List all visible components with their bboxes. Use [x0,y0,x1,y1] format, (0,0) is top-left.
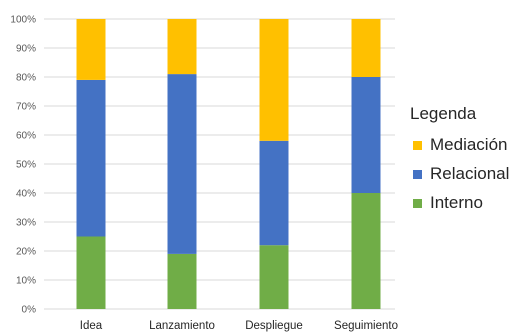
y-tick-label: 40% [16,189,36,200]
bar-segment-mediación [259,19,289,141]
bar-segment-relacional [351,77,381,193]
bar-segment-interno [351,193,381,309]
y-tick-label: 30% [16,218,36,229]
x-category-label: Seguimiento [334,320,398,332]
y-axis: 0% 10% 20% 30% 40% 50% 60% 70% 80% 90% 100% [10,15,36,316]
y-tick-label: 50% [16,160,36,171]
legend-item-relacional: Relacional [413,164,509,184]
legend-label: Mediación [430,135,508,154]
x-axis: Idea Lanzamiento Despliegue Seguimiento [80,320,398,332]
bar-segment-relacional [259,140,289,246]
x-category-label: Lanzamiento [149,320,215,332]
legend-swatch [413,198,422,208]
bar-segment-relacional [167,74,197,254]
y-tick-label: 100% [10,15,36,26]
legend-swatch [413,169,422,179]
bar-segment-interno [167,253,197,309]
y-tick-label: 10% [16,276,36,287]
y-tick-label: 20% [16,247,36,258]
y-tick-label: 70% [16,102,36,113]
bar-segment-mediación [167,19,197,75]
bar-segment-mediación [76,19,106,80]
bar-segment-interno [259,245,289,309]
x-category-label: Despliegue [245,320,303,332]
bar-segment-mediación [351,19,381,77]
legend-swatch [413,140,422,150]
legend-label: Relacional [430,164,510,183]
legend-title: Legenda [410,104,477,123]
bar-segment-interno [76,236,106,309]
y-tick-label: 0% [22,305,37,316]
bars [76,19,381,309]
legend-item-interno: Interno [413,193,483,213]
x-category-label: Idea [80,320,103,332]
y-tick-label: 80% [16,73,36,84]
y-tick-label: 60% [16,131,36,142]
legend-item-mediación: Mediación [413,135,508,155]
bar-segment-relacional [76,79,106,237]
y-tick-label: 90% [16,44,36,55]
legend-label: Interno [430,193,483,212]
